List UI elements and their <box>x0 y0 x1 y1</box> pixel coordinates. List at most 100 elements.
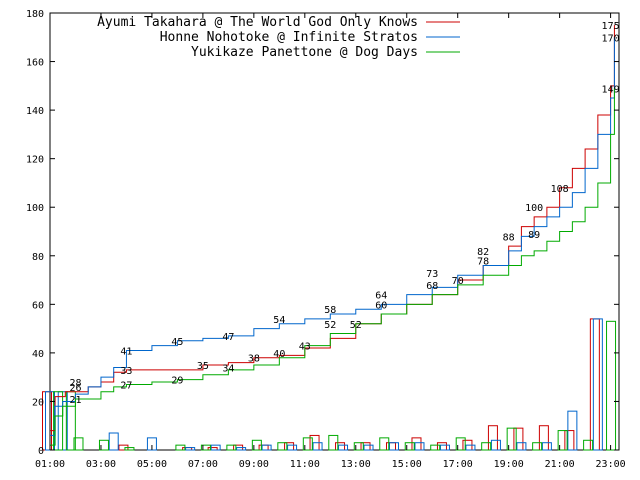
bar-series2-3 <box>98 439 109 451</box>
x-tick-label-11: 23:00 <box>596 459 626 470</box>
data-label-series0-4: 43 <box>299 342 311 353</box>
x-tick-label-8: 17:00 <box>443 459 473 470</box>
data-label-series0-0: 28 <box>69 378 81 389</box>
bar-series1-16 <box>490 439 501 451</box>
bar-series2-13 <box>379 437 390 451</box>
data-label-series2-9: 89 <box>528 230 540 241</box>
ticks-layer: 0 20 40 60 80 100 120 140 160 180 01:00 03:00 05:00 0… <box>26 9 626 470</box>
data-label-series2-4: 40 <box>273 349 285 360</box>
bar-series0-5 <box>258 444 269 451</box>
data-label-series2-6: 60 <box>375 300 387 311</box>
bar-series1-10 <box>338 444 349 451</box>
bar-series2-6 <box>200 444 211 451</box>
bar-series0-15 <box>513 427 524 451</box>
y-tick-label-5: 100 <box>26 203 44 214</box>
bar-series2-11 <box>328 434 339 451</box>
bars-layer <box>42 318 617 451</box>
bar-series0-8 <box>335 442 346 451</box>
bar-series1-18 <box>541 442 552 451</box>
bar-series1-11 <box>363 444 374 451</box>
bar-series2-9 <box>277 442 288 451</box>
y-tick-label-3: 60 <box>32 300 44 311</box>
data-label-series2-8: 78 <box>477 257 489 268</box>
data-label-series2-5: 52 <box>324 320 336 331</box>
data-label-series1-5: 58 <box>324 305 336 316</box>
data-label-series0-8: 108 <box>551 184 569 195</box>
bar-series0-10 <box>385 442 396 451</box>
bar-series2-16 <box>455 437 466 451</box>
x-tick-label-5: 11:00 <box>290 459 320 470</box>
bar-series1-9 <box>312 442 323 451</box>
bar-series1-13 <box>414 442 425 451</box>
bar-series2-10 <box>302 437 313 451</box>
data-label-series1-0: 26 <box>69 383 81 394</box>
y-tick-label-7: 140 <box>26 106 44 117</box>
bar-series1-17 <box>516 442 527 451</box>
x-tick-label-4: 09:00 <box>239 459 269 470</box>
lines-layer <box>50 25 615 446</box>
legend-label-1: Honne Nohotoke @ Infinite Stratos <box>160 30 418 45</box>
bar-series0-11 <box>411 437 422 451</box>
data-label-series2-7: 68 <box>426 281 438 292</box>
bar-series1-12 <box>388 442 399 451</box>
bar-series1-8 <box>287 444 298 451</box>
bar-series1-19 <box>567 410 578 451</box>
bar-series2-17 <box>481 442 492 451</box>
series-line-2 <box>50 88 615 446</box>
y-tick-label-1: 20 <box>32 397 44 408</box>
data-label-series1-8: 82 <box>477 247 489 258</box>
legend: Ayumi Takahara @ The World God Only Know… <box>97 15 460 60</box>
y-tick-label-6: 120 <box>26 155 44 166</box>
data-label-series0-6: 70 <box>452 276 464 287</box>
bar-series2-4 <box>124 447 135 451</box>
data-label-series0-7: 88 <box>503 232 515 243</box>
bar-series2-18 <box>506 427 517 451</box>
x-tick-label-0: 01:00 <box>35 459 65 470</box>
bar-series2-21 <box>583 439 594 451</box>
data-label-series0-3: 38 <box>248 354 260 365</box>
data-label-series1-7: 73 <box>426 269 438 280</box>
data-label-series0-1: 33 <box>120 366 132 377</box>
data-labels-layer: 28 33 35 38 43 52 70 88 108 175 26 41 45 47 54 58 64 73 82… <box>69 21 619 406</box>
series-line-1 <box>50 37 615 436</box>
bar-series1-20 <box>592 318 603 451</box>
bar-series1-5 <box>210 444 221 451</box>
bar-series0-16 <box>538 425 549 451</box>
x-tick-label-7: 15:00 <box>392 459 422 470</box>
x-tick-label-3: 07:00 <box>188 459 218 470</box>
bar-series0-14 <box>487 425 498 451</box>
bar-series2-14 <box>404 442 415 451</box>
bar-series1-15 <box>465 444 476 451</box>
x-tick-label-6: 13:00 <box>341 459 371 470</box>
bar-series1-4 <box>185 447 196 451</box>
bar-series2-20 <box>557 430 568 451</box>
y-tick-label-8: 160 <box>26 58 44 69</box>
bar-series2-22 <box>606 320 617 451</box>
bar-series2-12 <box>353 442 364 451</box>
data-label-series2-0: 21 <box>69 395 81 406</box>
bar-series1-6 <box>236 447 247 451</box>
data-label-series1-6: 64 <box>375 291 387 302</box>
data-label-series1-3: 47 <box>222 332 234 343</box>
bar-series2-15 <box>430 444 441 451</box>
data-label-series1-4: 54 <box>273 315 285 326</box>
bar-series0-18 <box>589 318 600 451</box>
y-tick-label-0: 0 <box>38 446 44 457</box>
y-tick-label-4: 80 <box>32 252 44 263</box>
bar-series2-19 <box>532 442 543 451</box>
data-label-series2-3: 34 <box>222 363 234 374</box>
bar-series0-12 <box>436 442 447 451</box>
bar-series1-14 <box>439 444 450 451</box>
bar-series0-9 <box>360 442 371 451</box>
data-label-series1-1: 41 <box>120 346 132 357</box>
data-label-series1-2: 45 <box>171 337 183 348</box>
bar-series2-2 <box>73 437 84 451</box>
data-label-series2-2: 29 <box>171 376 183 387</box>
x-tick-label-10: 21:00 <box>545 459 575 470</box>
bar-series1-7 <box>261 444 272 451</box>
bar-series2-0 <box>53 391 64 451</box>
x-tick-label-1: 03:00 <box>86 459 116 470</box>
x-tick-label-9: 19:00 <box>494 459 524 470</box>
bar-series0-17 <box>564 430 575 451</box>
legend-label-2: Yukikaze Panettone @ Dog Days <box>191 45 418 60</box>
